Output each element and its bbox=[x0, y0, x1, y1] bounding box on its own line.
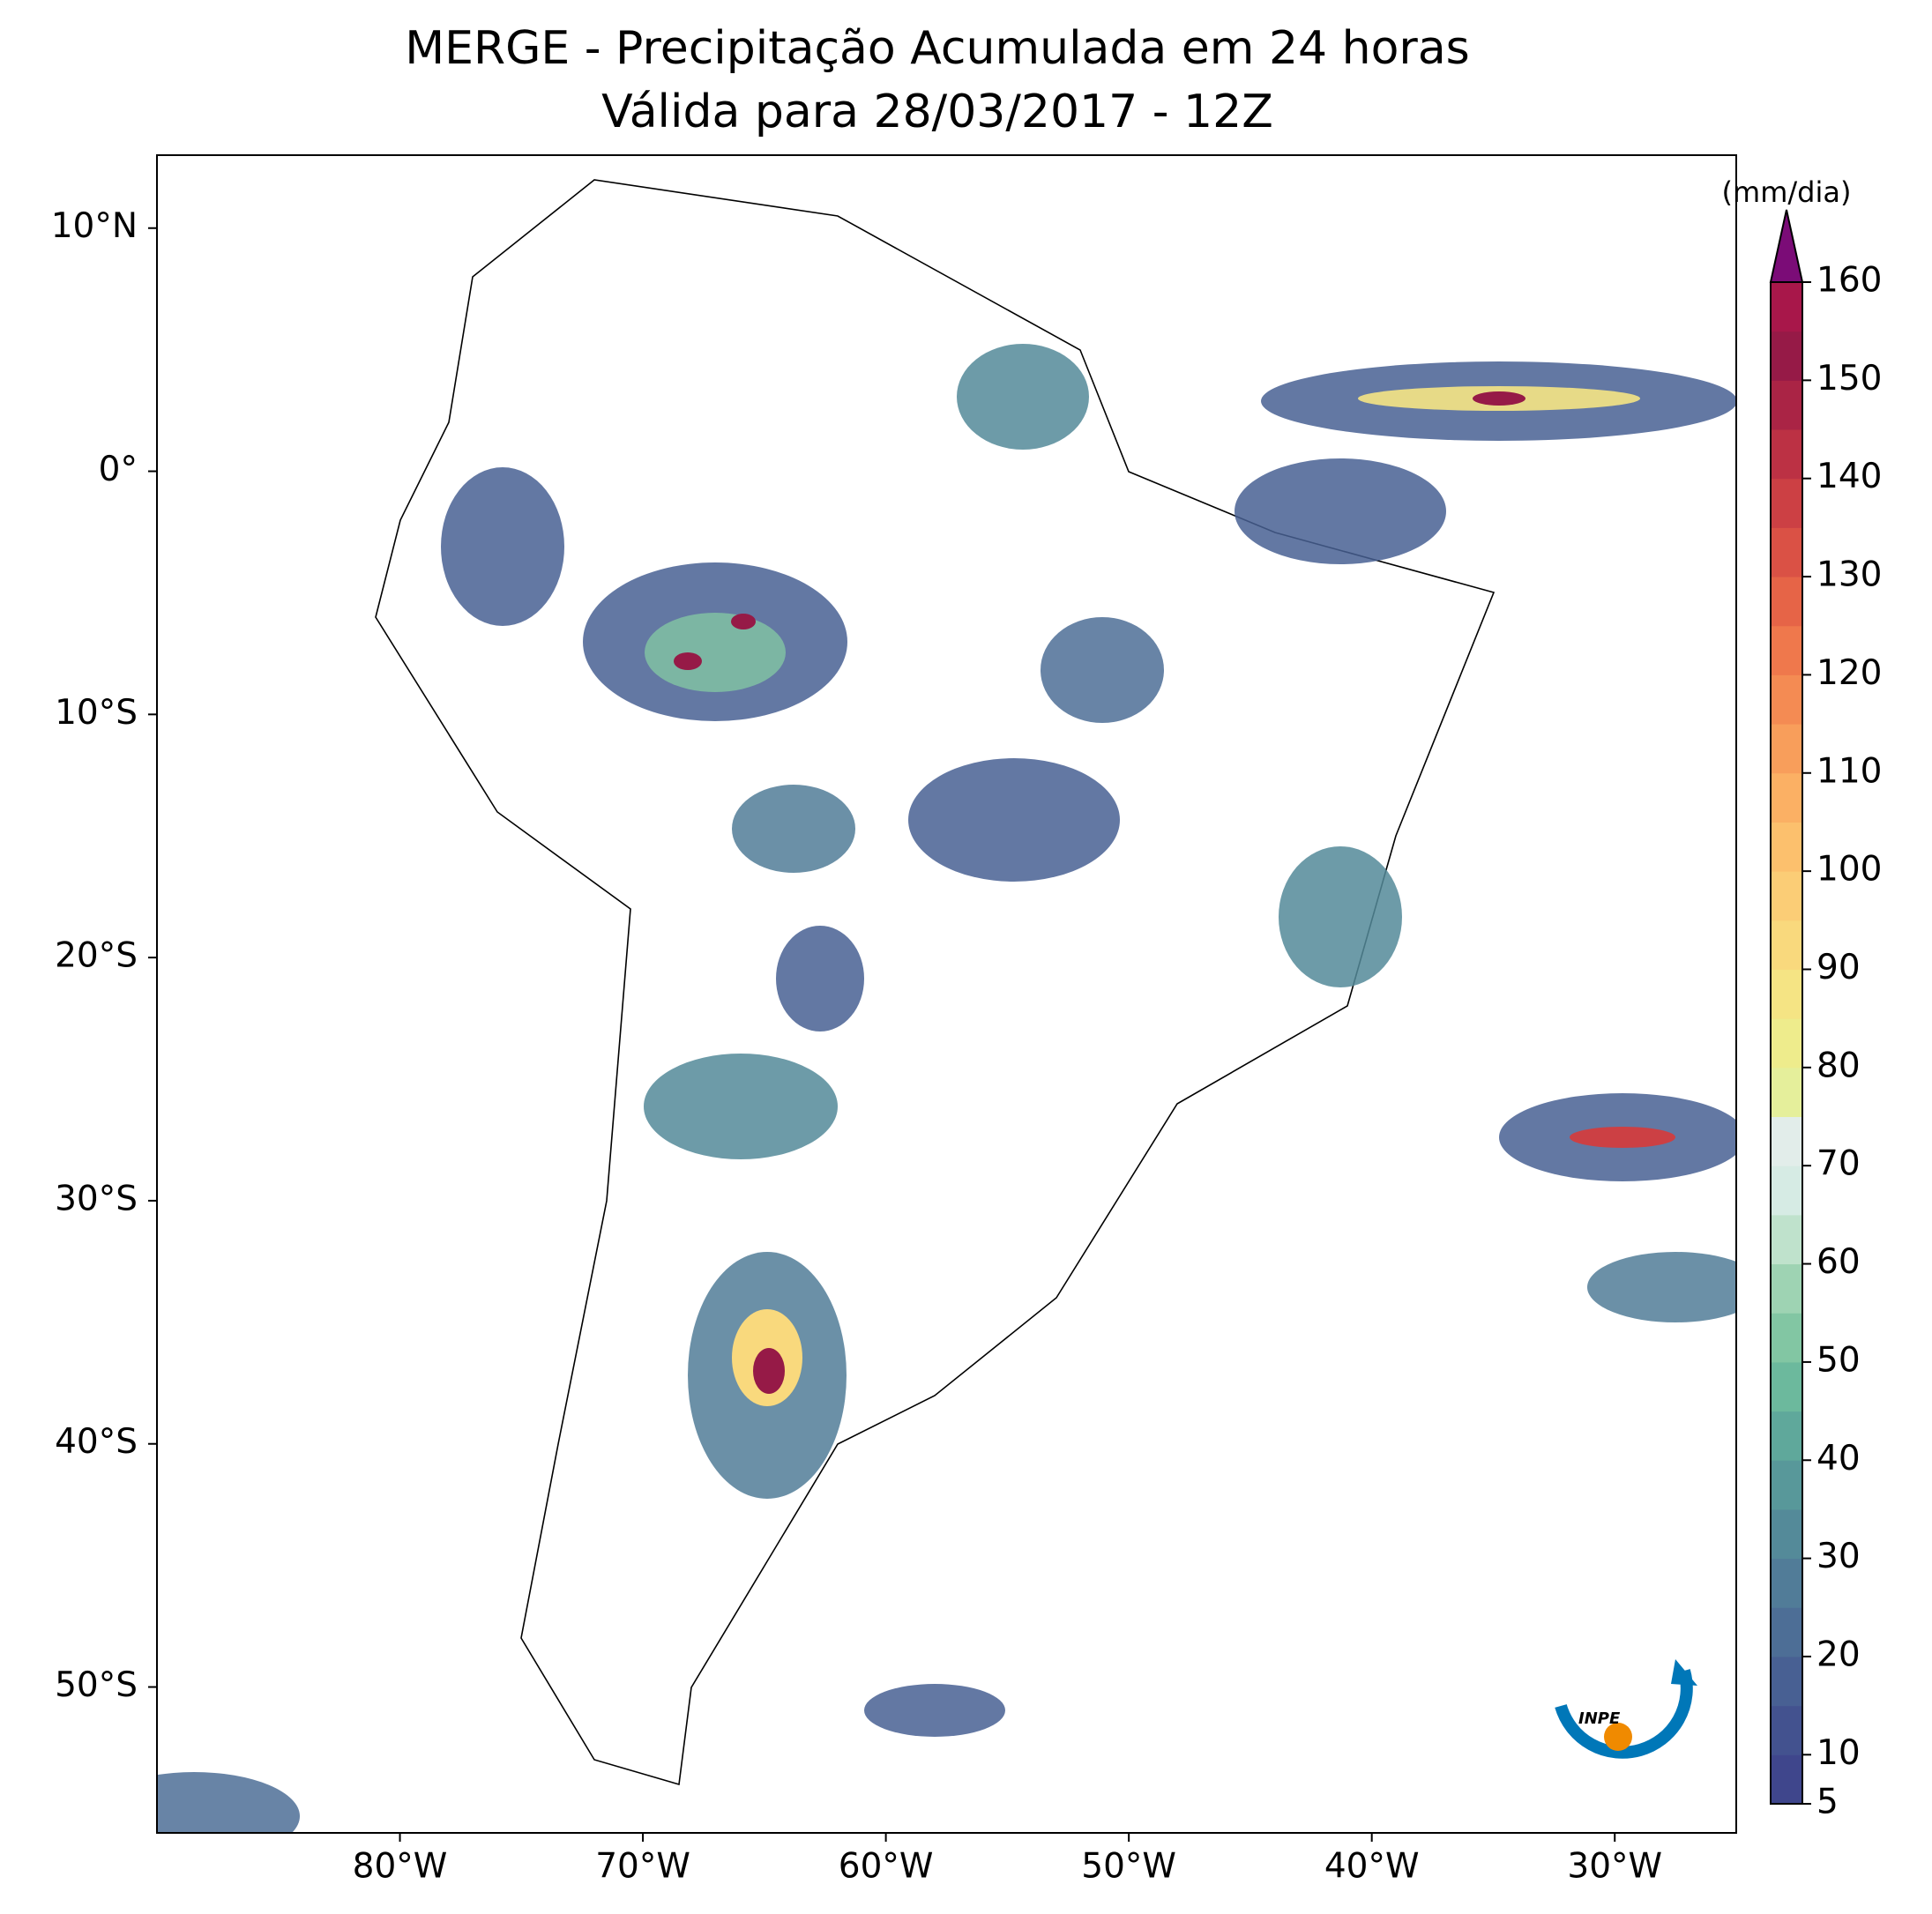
colorbar-band bbox=[1771, 1067, 1802, 1118]
colorbar-tick-label: 60 bbox=[1816, 1242, 1861, 1282]
colorbar-band bbox=[1771, 1166, 1802, 1216]
colorbar-band bbox=[1771, 1705, 1802, 1755]
x-tick-label: 60°W bbox=[839, 1847, 934, 1887]
colorbar-band bbox=[1771, 1607, 1802, 1657]
subtitle: Válida para 28/03/2017 - 12Z bbox=[601, 86, 1273, 138]
colorbar-band bbox=[1771, 969, 1802, 1019]
colorbar-band bbox=[1771, 1214, 1802, 1265]
colorbar-band bbox=[1771, 1018, 1802, 1069]
colorbar-band bbox=[1771, 920, 1802, 970]
map-frame bbox=[156, 154, 1737, 1834]
colorbar-tick-label: 140 bbox=[1816, 457, 1882, 496]
colorbar-frame bbox=[1770, 281, 1803, 1805]
logo-text: INPE bbox=[1578, 1709, 1621, 1728]
x-tick-label: 70°W bbox=[595, 1847, 690, 1887]
colorbar-band bbox=[1771, 282, 1802, 332]
x-tick-label: 80°W bbox=[353, 1847, 448, 1887]
continent-outline bbox=[375, 179, 1496, 1786]
x-tick-label: 50°W bbox=[1081, 1847, 1176, 1887]
y-tick-label: 30°S bbox=[55, 1179, 138, 1218]
colorbar-tick-label: 120 bbox=[1816, 653, 1882, 693]
colorbar-tick-label: 50 bbox=[1816, 1340, 1861, 1380]
precip-fields bbox=[157, 179, 1736, 1833]
colorbar-band bbox=[1771, 871, 1802, 921]
colorbar-band bbox=[1771, 1263, 1802, 1314]
colorbar-tick-label: 100 bbox=[1816, 850, 1882, 890]
colorbar-band bbox=[1771, 1361, 1802, 1412]
y-tick-label: 20°S bbox=[55, 936, 138, 976]
colorbar-band bbox=[1771, 1116, 1802, 1166]
colorbar-band bbox=[1771, 1460, 1802, 1510]
colorbar-band bbox=[1771, 1754, 1802, 1805]
colorbar-band bbox=[1771, 625, 1802, 675]
colorbar-tick-label: 160 bbox=[1816, 261, 1882, 301]
colorbar-band bbox=[1771, 1558, 1802, 1608]
colorbar-tick-label: 10 bbox=[1816, 1733, 1861, 1773]
colorbar-tick-label: 40 bbox=[1816, 1439, 1861, 1478]
colorbar-label: (mm/dia) bbox=[1722, 175, 1852, 209]
colorbar-tick-label: 110 bbox=[1816, 751, 1882, 791]
colorbar-band bbox=[1771, 478, 1802, 528]
colorbar-tick-label: 80 bbox=[1816, 1046, 1861, 1085]
inpe-logo: INPE bbox=[1555, 1659, 1697, 1759]
colorbar-band bbox=[1771, 429, 1802, 480]
colorbar-band bbox=[1771, 1411, 1802, 1461]
colorbar-band bbox=[1771, 1508, 1802, 1560]
colorbar-tick-label: 130 bbox=[1816, 555, 1882, 595]
colorbar-band bbox=[1771, 1656, 1802, 1707]
colorbar-band bbox=[1771, 1313, 1802, 1363]
y-tick-label: 0° bbox=[99, 450, 138, 489]
y-tick-label: 10°N bbox=[51, 206, 138, 246]
colorbar-tick-label: 70 bbox=[1816, 1144, 1861, 1184]
colorbar-tick-label: 5 bbox=[1816, 1783, 1839, 1822]
title: MERGE - Precipitação Acumulada em 24 hor… bbox=[405, 22, 1470, 75]
colorbar-band bbox=[1771, 724, 1802, 774]
colorbar-band bbox=[1771, 772, 1802, 823]
colorbar-tick-label: 20 bbox=[1816, 1635, 1861, 1674]
colorbar-band bbox=[1771, 674, 1802, 725]
colorbar-band bbox=[1771, 577, 1802, 627]
colorbar-band bbox=[1771, 380, 1802, 430]
colorbar-band bbox=[1771, 527, 1802, 577]
colorbar-band bbox=[1771, 331, 1802, 381]
y-tick-label: 10°S bbox=[55, 693, 138, 733]
colorbar-tick-label: 90 bbox=[1816, 948, 1861, 987]
x-tick-label: 30°W bbox=[1567, 1847, 1662, 1887]
x-tick-label: 40°W bbox=[1324, 1847, 1420, 1887]
y-tick-label: 40°S bbox=[55, 1422, 138, 1462]
y-tick-label: 50°S bbox=[55, 1665, 138, 1705]
colorbar-band bbox=[1771, 822, 1802, 872]
colorbar-extend bbox=[1769, 209, 1804, 283]
colorbar-tick-label: 30 bbox=[1816, 1537, 1861, 1576]
colorbar-tick-label: 150 bbox=[1816, 359, 1882, 398]
map-area bbox=[156, 154, 1737, 1834]
